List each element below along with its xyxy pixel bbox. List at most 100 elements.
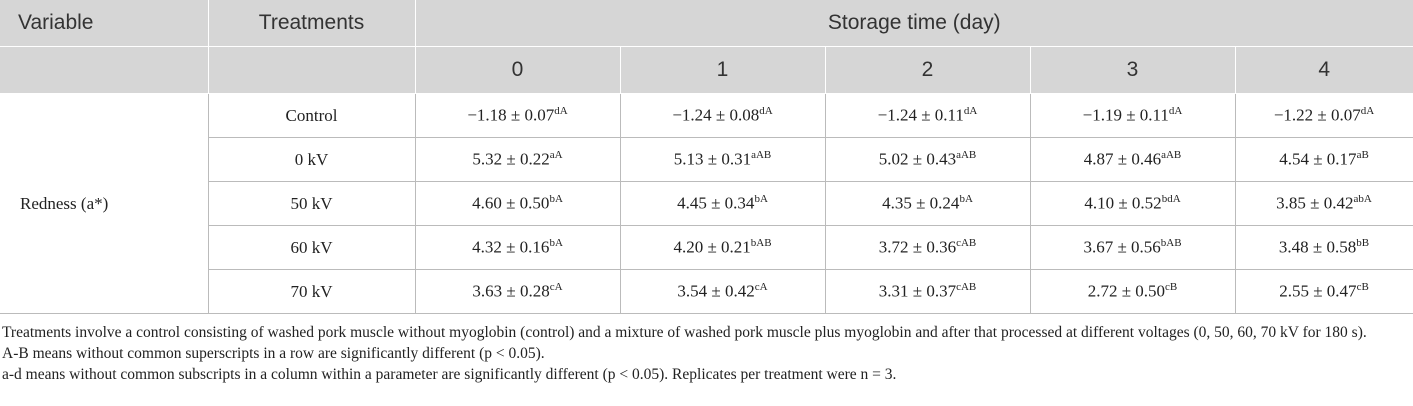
value-cell: 3.54 ± 0.42cA	[619, 269, 826, 314]
superscript: cA	[549, 281, 563, 294]
value-cell: 4.10 ± 0.52bdA	[1029, 181, 1236, 226]
header-cell: Storage time (day)	[414, 0, 1413, 47]
value: −1.19 ± 0.11	[1082, 105, 1169, 125]
value-cell: 2.55 ± 0.47cB	[1234, 269, 1413, 314]
value: 4.32 ± 0.16	[472, 237, 550, 257]
superscript: cB	[1165, 281, 1178, 294]
superscript: bA	[754, 193, 768, 206]
value-cell: 3.31 ± 0.37cAB	[824, 269, 1031, 314]
value-cell: 5.13 ± 0.31aAB	[619, 137, 826, 182]
value: −1.22 ± 0.07	[1273, 105, 1361, 125]
footnote: Treatments involve a control consisting …	[2, 324, 1367, 341]
superscript: aA	[549, 149, 563, 162]
value-cell: −1.22 ± 0.07dA	[1234, 93, 1413, 138]
value: 2.55 ± 0.47	[1279, 281, 1357, 301]
superscript: cAB	[956, 237, 977, 250]
value-cell: 4.35 ± 0.24bA	[824, 181, 1031, 226]
day-header: 1	[619, 46, 825, 94]
variable-cell: Redness (a*)	[0, 93, 209, 314]
value-cell: −1.18 ± 0.07dA	[414, 93, 621, 138]
value: 3.72 ± 0.36	[878, 237, 957, 257]
value: 4.20 ± 0.21	[673, 237, 751, 257]
superscript: abA	[1353, 193, 1372, 206]
superscript: bdA	[1161, 193, 1181, 206]
value-cell: 3.85 ± 0.42abA	[1234, 181, 1413, 226]
table-row: 60 kV 4.32 ± 0.16bA 4.20 ± 0.21bAB 3.72 ± 0…	[0, 225, 1413, 270]
footnotes: Treatments involve a control consisting …	[0, 314, 1413, 385]
day-header: 2	[824, 46, 1030, 94]
value-cell: 5.32 ± 0.22aA	[414, 137, 621, 182]
superscript: cB	[1356, 281, 1369, 294]
superscript: bA	[549, 193, 563, 206]
value: 4.87 ± 0.46	[1083, 149, 1162, 169]
header-row: Variable Treatments Storage time (day)	[0, 0, 1413, 47]
footnote: A-B means without common superscripts in…	[2, 345, 545, 362]
value-cell: 3.67 ± 0.56bAB	[1029, 225, 1236, 270]
value-cell: 5.02 ± 0.43aAB	[824, 137, 1031, 182]
value-cell: −1.19 ± 0.11dA	[1029, 93, 1236, 138]
treatment-cell: 0 kV	[207, 137, 416, 182]
value: −1.18 ± 0.07	[467, 105, 555, 125]
data-table: Variable Treatments Storage time (day) 0…	[0, 0, 1413, 314]
treatment-cell: 50 kV	[207, 181, 416, 226]
value: 5.02 ± 0.43	[878, 149, 957, 169]
superscript: cA	[754, 281, 768, 294]
superscript: dA	[1360, 105, 1375, 118]
superscript: dA	[1168, 105, 1183, 118]
day-header: 0	[414, 46, 620, 94]
superscript: dA	[554, 105, 568, 118]
value: 5.32 ± 0.22	[472, 149, 550, 169]
table-row: 50 kV 4.60 ± 0.50bA 4.45 ± 0.34bA 4.35 ± 0.…	[0, 181, 1413, 226]
value: 3.54 ± 0.42	[677, 281, 755, 301]
value: 4.54 ± 0.17	[1279, 149, 1357, 169]
day-header: 4	[1234, 46, 1413, 94]
table-row: 70 kV 3.63 ± 0.28cA 3.54 ± 0.42cA 3.31 ± 0.…	[0, 269, 1413, 314]
table-body: Redness (a*) Control −1.18 ± 0.07dA −1.24 ±…	[0, 93, 1413, 314]
value: −1.24 ± 0.11	[877, 105, 964, 125]
value-cell: 3.72 ± 0.36cAB	[824, 225, 1031, 270]
superscript: aAB	[1161, 149, 1182, 162]
value: 4.60 ± 0.50	[472, 193, 550, 213]
superscript: aAB	[751, 149, 772, 162]
value-cell: 4.54 ± 0.17aB	[1234, 137, 1413, 182]
footnote: a-d means without common subscripts in a…	[2, 366, 897, 383]
superscript: bAB	[750, 237, 772, 250]
superscript: dA	[759, 105, 773, 118]
value-cell: 4.20 ± 0.21bAB	[619, 225, 826, 270]
value: 3.48 ± 0.58	[1278, 237, 1357, 257]
value: 5.13 ± 0.31	[673, 149, 752, 169]
value-cell: 4.32 ± 0.16bA	[414, 225, 621, 270]
value-cell: 3.63 ± 0.28cA	[414, 269, 621, 314]
value: 2.72 ± 0.50	[1087, 281, 1166, 301]
header-cell	[0, 46, 208, 94]
value-cell: −1.24 ± 0.08dA	[619, 93, 826, 138]
value: 4.35 ± 0.24	[882, 193, 960, 213]
header-cell	[207, 46, 415, 94]
value-cell: 4.60 ± 0.50bA	[414, 181, 621, 226]
treatment-cell: 60 kV	[207, 225, 416, 270]
superscript: bAB	[1160, 237, 1182, 250]
treatment-cell: Control	[207, 93, 416, 138]
value-cell: −1.24 ± 0.11dA	[824, 93, 1031, 138]
value: 4.10 ± 0.52	[1084, 193, 1162, 213]
value: 4.45 ± 0.34	[677, 193, 755, 213]
value-cell: 4.45 ± 0.34bA	[619, 181, 826, 226]
value: 3.63 ± 0.28	[472, 281, 550, 301]
header-cell: Variable	[0, 0, 208, 47]
superscript: bB	[1356, 237, 1370, 250]
value: −1.24 ± 0.08	[672, 105, 760, 125]
table-row: 0 kV 5.32 ± 0.22aA 5.13 ± 0.31aAB 5.02 ± 0.…	[0, 137, 1413, 182]
superscript: aB	[1356, 149, 1369, 162]
value: 3.85 ± 0.42	[1276, 193, 1354, 213]
superscript: aAB	[956, 149, 977, 162]
value-cell: 2.72 ± 0.50cB	[1029, 269, 1236, 314]
value: 3.31 ± 0.37	[878, 281, 957, 301]
table-row: Redness (a*) Control −1.18 ± 0.07dA −1.24 ±…	[0, 93, 1413, 314]
value-cell: 3.48 ± 0.58bB	[1234, 225, 1413, 270]
superscript: cAB	[956, 281, 977, 294]
value-cell: 4.87 ± 0.46aAB	[1029, 137, 1236, 182]
day-header: 3	[1029, 46, 1235, 94]
superscript: bA	[549, 237, 563, 250]
